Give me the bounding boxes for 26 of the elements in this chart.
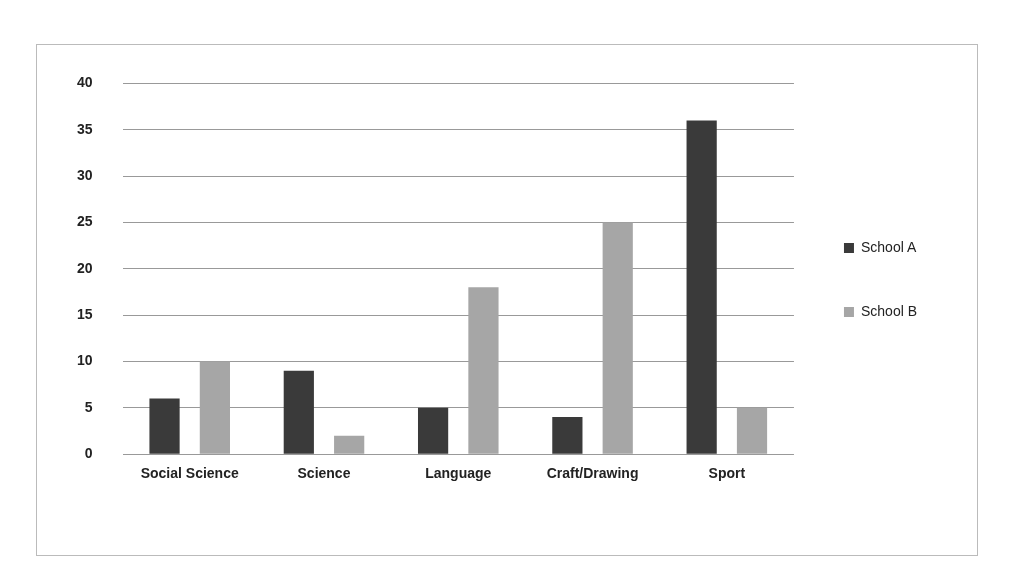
bar: [334, 435, 365, 454]
x-tick-label: Sport: [708, 465, 746, 482]
y-tick-label: 5: [84, 398, 93, 415]
bar: [602, 222, 633, 454]
y-tick-label: 35: [76, 120, 93, 137]
bar: [149, 398, 180, 454]
bar: [552, 417, 583, 454]
bar: [199, 361, 230, 454]
y-tick-label: 25: [76, 213, 93, 230]
bar: [736, 407, 768, 454]
y-tick-label: 0: [84, 445, 93, 462]
legend-label: School A: [860, 238, 917, 255]
y-tick-label: 10: [76, 352, 93, 369]
bar: [468, 287, 499, 454]
bar: [686, 120, 717, 454]
x-tick-label: Language: [425, 465, 492, 482]
x-tick-label: Social Science: [140, 465, 239, 482]
y-tick-label: 15: [76, 306, 93, 323]
y-tick-label: 40: [76, 74, 93, 91]
x-tick-label: Science: [297, 465, 351, 482]
legend-label: School B: [860, 302, 918, 319]
x-tick-label: Craft/Drawing: [546, 465, 639, 482]
bar: [283, 370, 314, 454]
y-tick-label: 20: [76, 259, 93, 276]
bar: [417, 407, 449, 454]
y-tick-label: 30: [76, 166, 93, 183]
